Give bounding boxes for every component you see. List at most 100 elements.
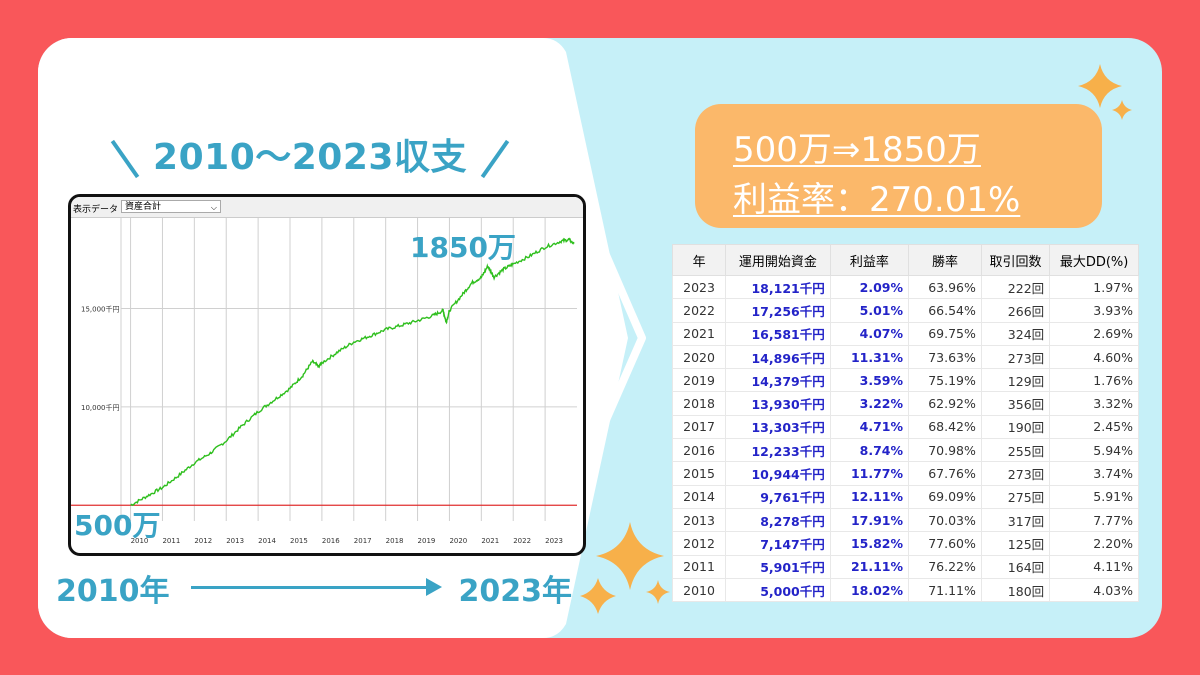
cell-capital: 12,233千円: [725, 438, 831, 463]
cell-year: 2022: [671, 298, 727, 323]
cell-year: 2011: [671, 554, 727, 579]
cell-year: 2012: [671, 531, 727, 556]
cell-capital: 9,761千円: [725, 484, 831, 509]
cell-dd: 3.93%: [1049, 298, 1139, 323]
arrow-chevron-icon: [602, 253, 646, 422]
x-tick-label: 2020: [449, 537, 467, 545]
cell-year: 2020: [671, 344, 727, 370]
sparkle-icon: [580, 64, 1132, 614]
cell-win: 71.11%: [908, 577, 982, 603]
cell-dd: 5.94%: [1049, 438, 1139, 463]
cell-profit: 21.11%: [829, 554, 910, 579]
cell-win: 69.75%: [908, 321, 982, 346]
cell-dd: 3.32%: [1049, 391, 1139, 416]
cell-capital: 5,901千円: [725, 554, 831, 579]
table-row: 2010 5,000千円 18.02% 71.11% 180回 4.03%: [671, 577, 1139, 603]
cell-dd: 2.20%: [1049, 531, 1139, 556]
cell-trades: 266回: [980, 298, 1051, 323]
cell-year: 2018: [671, 391, 727, 416]
cell-trades: 222回: [980, 274, 1051, 300]
timeline: 2010年 2023年: [56, 566, 572, 609]
cell-capital: 17,256千円: [725, 298, 831, 323]
cell-trades: 164回: [980, 554, 1051, 579]
cell-trades: 317回: [980, 507, 1051, 533]
cell-trades: 275回: [980, 484, 1051, 509]
cell-profit: 18.02%: [829, 577, 910, 603]
x-tick-label: 2017: [354, 537, 372, 545]
table-header-cell: 利益率: [829, 244, 910, 276]
x-tick-label: 2014: [258, 537, 276, 545]
cell-profit: 4.07%: [829, 321, 910, 346]
cell-win: 70.98%: [908, 438, 982, 463]
x-tick-label: 2018: [386, 537, 404, 545]
y-tick-label: 15,000千円: [81, 305, 120, 314]
x-tick-label: 2012: [194, 537, 212, 545]
cell-dd: 4.60%: [1049, 344, 1139, 370]
x-tick-label: 2013: [226, 537, 244, 545]
cell-profit: 11.77%: [829, 461, 910, 486]
cell-year: 2021: [671, 321, 727, 346]
cell-dd: 7.77%: [1049, 507, 1139, 533]
cell-win: 75.19%: [908, 368, 982, 393]
cell-profit: 12.11%: [829, 484, 910, 509]
table-header-cell: 勝率: [908, 244, 982, 276]
table-row: 2019 14,379千円 3.59% 75.19% 129回 1.76%: [671, 368, 1139, 393]
cell-win: 77.60%: [908, 531, 982, 556]
cell-capital: 5,000千円: [725, 577, 831, 603]
table-row: 2015 10,944千円 11.77% 67.76% 273回 3.74%: [671, 461, 1139, 486]
table-header-cell: 取引回数: [980, 244, 1051, 276]
cell-dd: 3.74%: [1049, 461, 1139, 486]
cell-win: 76.22%: [908, 554, 982, 579]
cell-dd: 1.76%: [1049, 368, 1139, 393]
x-tick-label: 2022: [513, 537, 531, 545]
cell-capital: 13,303千円: [725, 414, 831, 440]
cell-dd: 2.45%: [1049, 414, 1139, 440]
timeline-arrow-line: [191, 586, 431, 589]
display-data-select[interactable]: 資産合計 ⌵: [121, 200, 221, 213]
cell-profit: 11.31%: [829, 344, 910, 370]
headline-text: 2010〜2023収支: [153, 137, 467, 178]
cell-dd: 2.69%: [1049, 321, 1139, 346]
cell-trades: 324回: [980, 321, 1051, 346]
cell-year: 2019: [671, 368, 727, 393]
timeline-arrow-head: [426, 578, 442, 596]
table-row: 2013 8,278千円 17.91% 70.03% 317回 7.77%: [671, 507, 1139, 533]
table-row: 2022 17,256千円 5.01% 66.54% 266回 3.93%: [671, 298, 1139, 323]
x-tick-label: 2015: [290, 537, 308, 545]
display-data-selected: 資産合計: [125, 202, 162, 212]
cell-win: 66.54%: [908, 298, 982, 323]
cell-year: 2015: [671, 461, 727, 486]
table-row: 2021 16,581千円 4.07% 69.75% 324回 2.69%: [671, 321, 1139, 346]
cell-year: 2013: [671, 507, 727, 533]
cell-capital: 18,121千円: [725, 274, 831, 300]
table-row: 2012 7,147千円 15.82% 77.60% 125回 2.20%: [671, 531, 1139, 556]
cell-year: 2017: [671, 414, 727, 440]
cell-win: 63.96%: [908, 274, 982, 300]
equity-series-line: [130, 237, 575, 507]
cell-capital: 7,147千円: [725, 531, 831, 556]
equity-line-chart: 2010 2011 2012 2013 2014 2015 2016 2017 2018 2019…: [71, 218, 577, 545]
cell-dd: 4.11%: [1049, 554, 1139, 579]
headline: 2010〜2023収支: [70, 128, 550, 181]
cell-trades: 273回: [980, 461, 1051, 486]
cell-trades: 129回: [980, 368, 1051, 393]
cell-trades: 273回: [980, 344, 1051, 370]
cell-capital: 13,930千円: [725, 391, 831, 416]
cell-profit: 15.82%: [829, 531, 910, 556]
cell-win: 70.03%: [908, 507, 982, 533]
x-tick-label: 2023: [545, 537, 563, 545]
table-row: 2014 9,761千円 12.11% 69.09% 275回 5.91%: [671, 484, 1139, 509]
cell-win: 69.09%: [908, 484, 982, 509]
summary-box: 500万⇒1850万 利益率：270.01%: [695, 104, 1102, 228]
cell-year: 2014: [671, 484, 727, 509]
asset-chart-window: 表示データ 資産合計 ⌵ 2010 2011 2012 2013 2014 2015 201…: [68, 194, 586, 556]
timeline-start: 2010年: [56, 574, 170, 609]
cell-win: 68.42%: [908, 414, 982, 440]
chart-toolbar: 表示データ 資産合計 ⌵: [71, 197, 583, 218]
cell-year: 2023: [671, 274, 727, 300]
cell-trades: 356回: [980, 391, 1051, 416]
cell-profit: 8.74%: [829, 438, 910, 463]
table-header-cell: 運用開始資金: [725, 244, 831, 276]
table-row: 2023 18,121千円 2.09% 63.96% 222回 1.97%: [671, 274, 1139, 300]
